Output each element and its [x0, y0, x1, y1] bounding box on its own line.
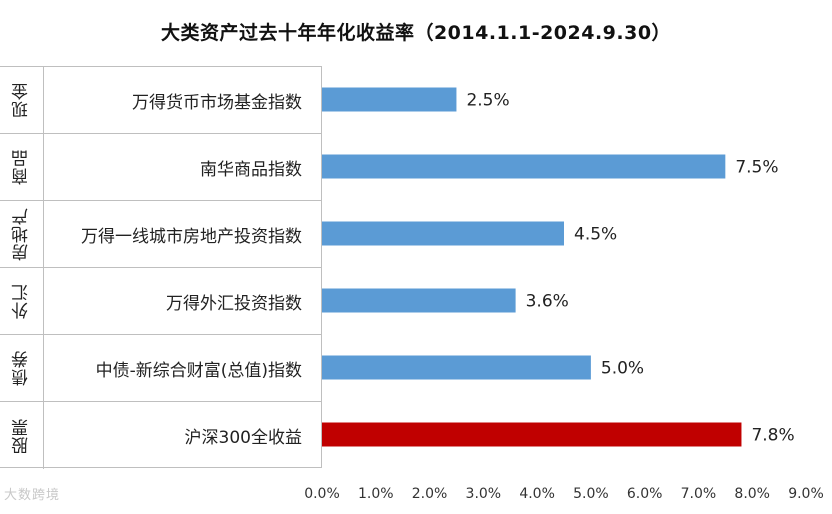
index-label: 南华商品指数	[200, 159, 302, 180]
table-row: 股票 沪深300全收益	[0, 402, 322, 469]
x-tick-label: 3.0%	[466, 486, 502, 502]
table-row: 商品 南华商品指数	[0, 134, 322, 201]
chart-title: 大类资产过去十年年化收益率（2014.1.1-2024.9.30）	[160, 22, 672, 44]
x-tick-label: 6.0%	[627, 486, 663, 502]
bar	[322, 355, 591, 380]
data-label: 5.0%	[601, 359, 644, 379]
bar	[322, 422, 742, 447]
category-cell: 房地产	[0, 201, 44, 267]
bar	[322, 87, 457, 112]
index-label: 万得外汇投资指数	[166, 293, 302, 314]
x-tick-label: 5.0%	[573, 486, 609, 502]
table-row: 外汇 万得外汇投资指数	[0, 268, 322, 335]
category-cell: 债券	[0, 335, 44, 401]
table-row: 现金 万得货币市场基金指数	[0, 67, 322, 134]
bar	[322, 221, 564, 246]
data-label: 2.5%	[466, 91, 509, 111]
data-label: 3.6%	[526, 292, 569, 312]
bar	[322, 288, 516, 313]
bar	[322, 154, 726, 179]
index-label: 沪深300全收益	[184, 428, 302, 448]
table-row: 房地产 万得一线城市房地产投资指数	[0, 201, 322, 268]
category-cell: 商品	[0, 134, 44, 200]
index-label: 万得一线城市房地产投资指数	[81, 226, 302, 247]
x-tick-label: 1.0%	[358, 486, 394, 502]
x-tick-label: 0.0%	[304, 486, 340, 502]
data-label: 7.8%	[751, 426, 794, 446]
x-tick-label: 8.0%	[734, 486, 770, 502]
x-tick-label: 4.0%	[519, 486, 555, 502]
x-tick-label: 2.0%	[412, 486, 448, 502]
category-cell: 股票	[0, 402, 44, 469]
index-label: 中债-新综合财富(总值)指数	[95, 360, 302, 381]
table-row: 债券 中债-新综合财富(总值)指数	[0, 335, 322, 402]
x-tick-label: 9.0%	[788, 486, 824, 502]
x-tick-label: 7.0%	[681, 486, 717, 502]
data-label: 7.5%	[735, 158, 778, 178]
index-label: 万得货币市场基金指数	[132, 92, 302, 113]
data-label: 4.5%	[574, 225, 617, 245]
watermark: 大数跨境	[4, 488, 61, 503]
category-cell: 现金	[0, 67, 44, 133]
label-table: 现金 万得货币市场基金指数 商品 南华商品指数 房地产 万得一线城市房地产投资指…	[0, 66, 322, 469]
category-cell: 外汇	[0, 268, 44, 334]
